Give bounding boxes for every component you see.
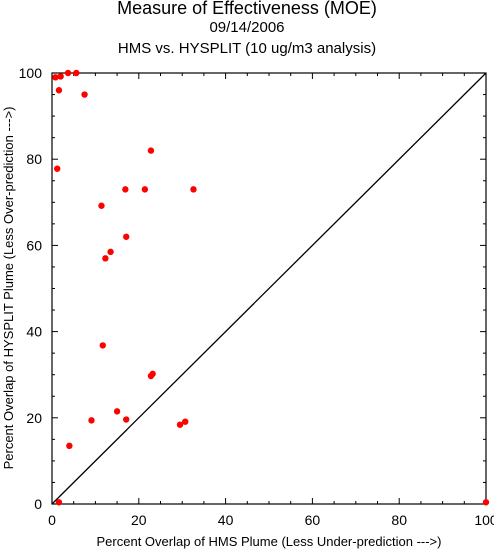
x-tick-label: 20 (131, 512, 147, 528)
data-point (57, 73, 64, 80)
x-tick-label: 100 (474, 512, 494, 528)
data-point (122, 186, 129, 193)
data-point (52, 74, 59, 81)
data-point (81, 91, 88, 98)
x-tick-label: 80 (391, 512, 407, 528)
chart-title: Measure of Effectiveness (MOE) (117, 0, 377, 18)
y-tick-label: 20 (26, 410, 42, 426)
data-point (98, 202, 105, 209)
data-point (54, 165, 61, 172)
data-point (102, 255, 109, 262)
chart-subtitle-comparison: HMS vs. HYSPLIT (10 ug/m3 analysis) (117, 40, 377, 57)
y-tick-label: 40 (26, 324, 42, 340)
y-tick-label: 60 (26, 237, 42, 253)
data-point (66, 442, 73, 450)
data-points (52, 69, 490, 506)
y-tick-label: 80 (26, 151, 42, 167)
data-point (141, 186, 149, 193)
data-point (182, 418, 189, 425)
data-point (123, 233, 130, 240)
y-tick-label: 0 (34, 496, 42, 512)
y-axis-label: Percent Overlap of HYSPLIT Plume (Less O… (1, 107, 16, 470)
x-axis-label: Percent Overlap of HMS Plume (Less Under… (97, 534, 442, 549)
data-point (73, 69, 80, 77)
axis-ticks: 0 20 40 60 80 100 0 20 40 60 80 100 (19, 65, 494, 528)
data-point (55, 87, 63, 94)
data-point (88, 417, 95, 424)
y-tick-label: 100 (19, 65, 43, 81)
data-point (149, 370, 156, 378)
x-tick-label: 0 (48, 512, 56, 528)
data-point (64, 69, 72, 77)
data-point (147, 147, 155, 154)
data-point (55, 499, 63, 506)
chart-subtitle-date: 09/14/2006 (209, 19, 285, 36)
data-point (99, 342, 106, 349)
data-point (176, 421, 184, 428)
data-point (107, 248, 114, 256)
data-point (113, 408, 121, 415)
x-tick-label: 40 (218, 512, 234, 528)
data-point (482, 499, 490, 506)
x-tick-label: 60 (305, 512, 321, 528)
one-to-one-reference-line (51, 72, 487, 505)
data-point (190, 186, 197, 193)
data-point (123, 416, 130, 423)
